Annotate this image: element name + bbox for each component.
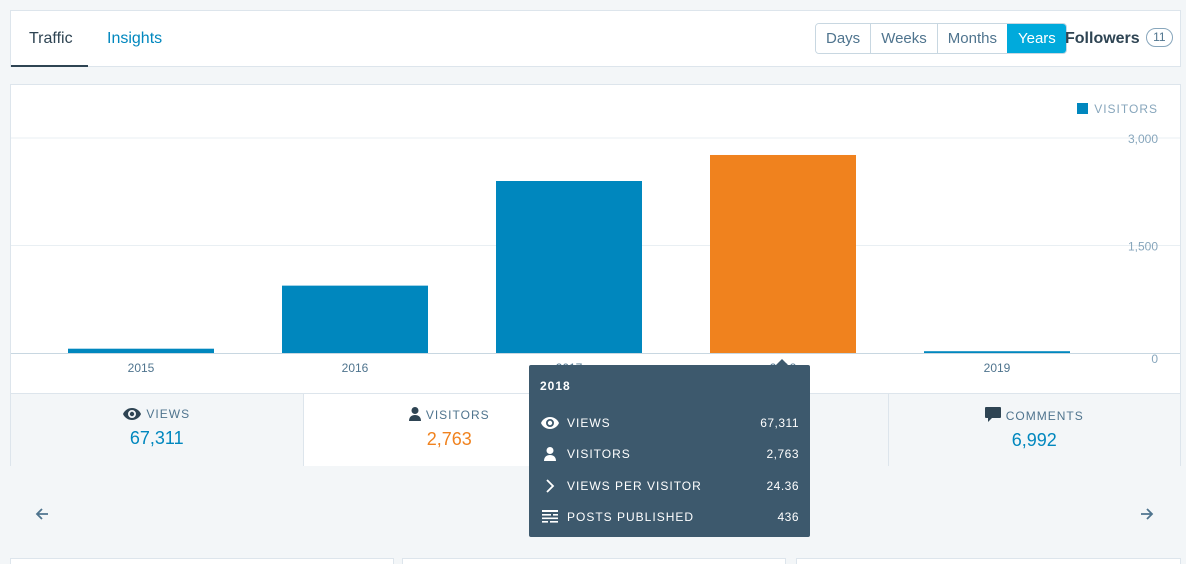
prev-period-button[interactable] [33,505,51,529]
posts-icon [542,510,558,523]
chart-tooltip: 2018 VIEWS 67,311 VISITORS 2,763 VIEWS P… [529,359,810,537]
legend-swatch [1077,103,1089,114]
tooltip-title: 2018 [540,379,571,393]
followers-label: Followers [1065,30,1140,47]
stat-views-value: 67,311 [129,428,184,448]
y-tick-label: 0 [1151,352,1158,366]
arrow-left-icon [35,508,48,520]
bottom-card-1 [10,558,394,564]
x-tick-label-2019: 2019 [984,361,1011,375]
stat-comments-value: 6,992 [1011,430,1057,450]
bar-2016 [282,285,428,353]
bottom-card-3 [796,558,1181,564]
arrow-right-icon [1141,508,1154,520]
person-icon [544,447,556,462]
tooltip-row-visitors: VISITORS 2,763 [540,439,799,471]
stat-tab-comments[interactable]: COMMENTS 6,992 [887,394,1181,466]
tab-insights[interactable]: Insights [107,30,163,47]
y-tick-label: 1,500 [1128,240,1158,254]
period-months-button[interactable]: Months [936,24,1007,53]
eye-icon [123,408,142,420]
tooltip-row-posts-published: POSTS PUBLISHED 436 [540,502,799,534]
tooltip-label: VISITORS [567,447,631,462]
stat-comments-label-wrap: COMMENTS [889,407,1181,423]
tooltip-label: POSTS PUBLISHED [567,510,695,525]
chart-legend: VISITORS [1077,102,1158,116]
tab-traffic[interactable]: Traffic [11,11,88,67]
stat-views-label-wrap: VIEWS [11,407,303,421]
followers-link[interactable]: Followers 11 [1065,11,1173,67]
chevron-right-icon [546,479,555,493]
tooltip-value: 67,311 [760,415,799,430]
tooltip-row-views-per-visitor: VIEWS PER VISITOR 24.36 [540,470,799,502]
stat-comments-label: COMMENTS [1005,409,1084,423]
person-icon [408,407,421,421]
period-weeks-button[interactable]: Weeks [870,24,937,53]
stats-nav-card: Traffic Insights Days Weeks Months Years… [10,10,1181,67]
legend-label: VISITORS [1094,102,1158,116]
bottom-card-2 [402,558,786,564]
period-years-button[interactable]: Years [1006,24,1066,53]
x-tick-label-2016: 2016 [342,361,369,375]
stat-visitors-label: VISITORS [425,408,490,422]
followers-count-badge: 11 [1146,28,1173,47]
next-period-button[interactable] [1138,505,1156,529]
bar-2015 [68,348,214,353]
bar-2017 [496,181,642,353]
period-selector: Days Weeks Months Years [815,23,1067,54]
stat-views-label: VIEWS [146,407,191,421]
period-days-button[interactable]: Days [816,24,871,53]
tooltip-label: VIEWS [567,415,611,430]
stat-visitors-label-wrap: VISITORS [304,407,596,422]
tooltip-value: 2,763 [766,447,799,462]
tooltip-value: 436 [777,510,799,525]
comment-icon [984,407,1001,422]
stat-tab-views[interactable]: VIEWS 67,311 [11,394,303,466]
tooltip-row-views: VIEWS 67,311 [540,407,799,439]
bar-2019 [924,351,1070,353]
bar-2018 [710,154,856,353]
tooltip-value: 24.36 [766,478,799,493]
tooltip-label: VIEWS PER VISITOR [567,478,702,493]
y-tick-label: 3,000 [1128,132,1158,146]
stat-visitors-value: 2,763 [426,429,472,449]
eye-icon [541,416,559,429]
x-tick-label-2015: 2015 [128,361,155,375]
